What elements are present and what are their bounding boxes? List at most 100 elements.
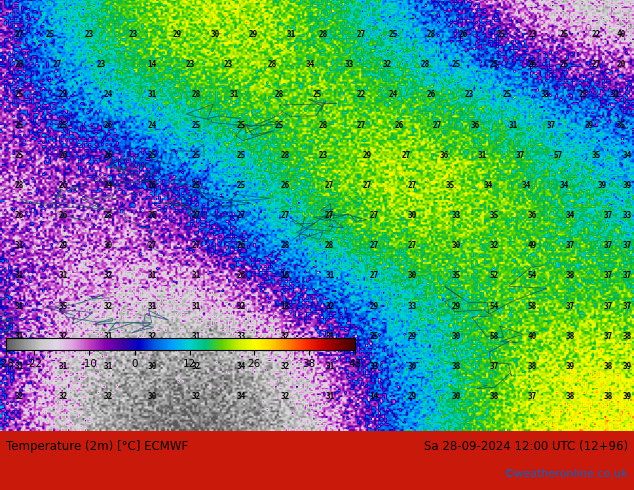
Text: 38: 38	[528, 362, 537, 371]
Text: 27: 27	[53, 60, 61, 69]
Text: 32: 32	[325, 302, 334, 311]
Text: 33: 33	[344, 60, 353, 69]
Text: 37: 37	[528, 392, 537, 401]
Text: 39: 39	[598, 181, 607, 190]
Text: 34: 34	[484, 181, 493, 190]
Text: 26: 26	[148, 181, 157, 190]
Text: 25: 25	[503, 90, 512, 99]
Text: 31: 31	[325, 332, 334, 341]
Text: 32: 32	[59, 332, 68, 341]
Text: 35: 35	[617, 121, 626, 129]
Text: 31: 31	[325, 392, 334, 401]
Text: 32: 32	[59, 392, 68, 401]
Text: 54: 54	[490, 302, 499, 311]
Text: 25: 25	[313, 90, 321, 99]
Text: 28: 28	[420, 60, 429, 69]
Text: 58: 58	[528, 302, 537, 311]
Text: 23: 23	[97, 60, 106, 69]
Text: 32: 32	[490, 241, 499, 250]
Text: 26: 26	[395, 121, 404, 129]
Text: 28: 28	[192, 90, 201, 99]
Text: 54: 54	[528, 271, 537, 280]
Text: 27: 27	[401, 151, 410, 160]
Text: 30: 30	[452, 392, 461, 401]
Text: 49: 49	[528, 241, 537, 250]
Text: 26: 26	[59, 211, 68, 220]
Text: 37: 37	[604, 332, 613, 341]
Text: 32: 32	[281, 362, 290, 371]
Text: 25: 25	[579, 90, 588, 99]
Text: 28: 28	[15, 60, 23, 69]
Text: 29: 29	[173, 30, 182, 39]
Text: 25: 25	[192, 181, 201, 190]
Text: 26: 26	[59, 151, 68, 160]
Text: 31: 31	[148, 271, 157, 280]
Text: 25: 25	[389, 30, 398, 39]
Text: 25: 25	[148, 151, 157, 160]
Text: 29: 29	[370, 302, 378, 311]
Text: 25: 25	[560, 60, 569, 69]
Text: Sa 28-09-2024 12:00 UTC (12+96): Sa 28-09-2024 12:00 UTC (12+96)	[424, 440, 628, 453]
Text: 25: 25	[236, 181, 245, 190]
Text: 31: 31	[103, 362, 112, 371]
Text: 22: 22	[357, 90, 366, 99]
Text: 40: 40	[528, 332, 537, 341]
Text: 38: 38	[566, 392, 575, 401]
Text: 24: 24	[389, 90, 398, 99]
Text: 58: 58	[490, 332, 499, 341]
Text: 37: 37	[623, 302, 632, 311]
Text: 23: 23	[528, 30, 537, 39]
Text: ©weatheronline.co.uk: ©weatheronline.co.uk	[503, 469, 628, 479]
Text: 27: 27	[370, 241, 378, 250]
Text: 24: 24	[148, 121, 157, 129]
Text: 27: 27	[433, 121, 442, 129]
Text: 22: 22	[592, 30, 600, 39]
Text: 24: 24	[103, 181, 112, 190]
Text: 57: 57	[553, 151, 562, 160]
Text: 37: 37	[547, 121, 556, 129]
Text: 29: 29	[363, 151, 372, 160]
Text: 35: 35	[59, 302, 68, 311]
Text: 30: 30	[103, 241, 112, 250]
Text: 34: 34	[623, 151, 632, 160]
Text: 18: 18	[281, 302, 290, 311]
Text: 33: 33	[541, 90, 550, 99]
Text: 23: 23	[186, 60, 195, 69]
Text: 29: 29	[249, 30, 258, 39]
Text: 27: 27	[148, 241, 157, 250]
Text: 27: 27	[15, 30, 23, 39]
Text: 20: 20	[617, 60, 626, 69]
Text: 34: 34	[522, 181, 531, 190]
Text: 35: 35	[490, 211, 499, 220]
Text: 26: 26	[236, 271, 245, 280]
Text: 38: 38	[452, 362, 461, 371]
Text: 23: 23	[224, 60, 233, 69]
Text: 23: 23	[465, 90, 474, 99]
Text: 23: 23	[319, 151, 328, 160]
Text: 38: 38	[623, 332, 632, 341]
Text: 29: 29	[452, 302, 461, 311]
Text: 31: 31	[15, 362, 23, 371]
Text: 31: 31	[148, 302, 157, 311]
Text: 31: 31	[611, 90, 619, 99]
Text: 26: 26	[427, 90, 436, 99]
Text: 28: 28	[325, 241, 334, 250]
Text: 27: 27	[357, 121, 366, 129]
Text: 25: 25	[236, 151, 245, 160]
Text: 30: 30	[408, 211, 417, 220]
Text: 25: 25	[560, 30, 569, 39]
Text: 32: 32	[281, 392, 290, 401]
Text: 35: 35	[446, 181, 455, 190]
Text: 29: 29	[59, 241, 68, 250]
Text: 32: 32	[15, 392, 23, 401]
Text: 28: 28	[268, 60, 277, 69]
Text: 31: 31	[509, 121, 518, 129]
Text: 39: 39	[585, 121, 594, 129]
Text: 28: 28	[281, 151, 290, 160]
Text: Temperature (2m) [°C] ECMWF: Temperature (2m) [°C] ECMWF	[6, 440, 188, 453]
Text: 32: 32	[103, 302, 112, 311]
Text: 27: 27	[325, 211, 334, 220]
Text: 37: 37	[604, 271, 613, 280]
Text: 37: 37	[604, 241, 613, 250]
Text: 27: 27	[236, 211, 245, 220]
